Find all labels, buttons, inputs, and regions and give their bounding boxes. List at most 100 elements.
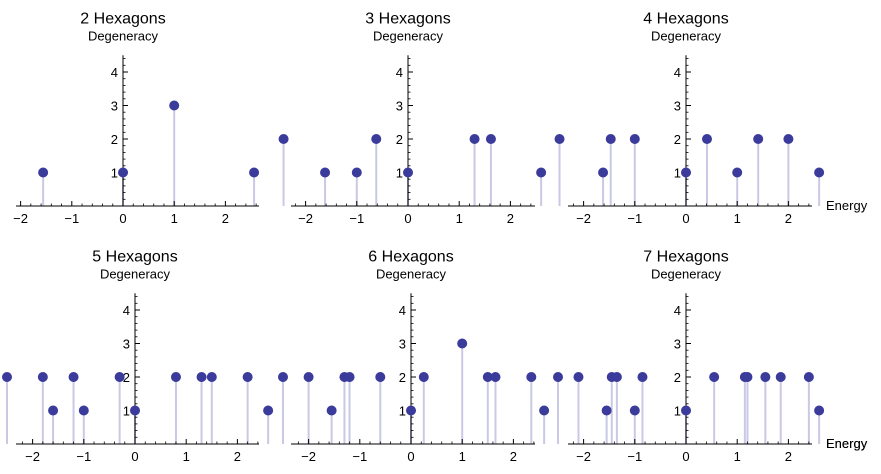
data-point bbox=[403, 167, 413, 178]
x-axis-label: Energy bbox=[826, 436, 868, 451]
x-tick-label: 2 bbox=[234, 449, 241, 464]
data-point bbox=[629, 134, 640, 144]
y-tick-label: 4 bbox=[123, 303, 130, 318]
x-tick-label: −2 bbox=[576, 211, 591, 226]
data-point bbox=[206, 372, 217, 382]
x-tick-label: −2 bbox=[13, 211, 28, 226]
data-point bbox=[320, 167, 331, 178]
x-tick-label: 1 bbox=[734, 211, 741, 226]
x-tick-label: 1 bbox=[456, 211, 463, 226]
data-point bbox=[760, 372, 771, 382]
x-tick-label: 1 bbox=[183, 449, 190, 464]
x-tick-label: −1 bbox=[627, 449, 642, 464]
data-point bbox=[303, 372, 314, 382]
y-tick-label: 3 bbox=[123, 337, 130, 352]
y-tick-label: 1 bbox=[674, 404, 681, 419]
data-point bbox=[2, 372, 12, 382]
y-tick-label: 3 bbox=[674, 337, 681, 352]
data-point bbox=[742, 372, 753, 382]
x-tick-label: 0 bbox=[407, 449, 414, 464]
chart-title: 7 Hexagons bbox=[643, 248, 728, 265]
x-axis-label: Energy bbox=[826, 436, 868, 451]
y-tick-label: 1 bbox=[111, 166, 118, 181]
data-point bbox=[539, 405, 550, 416]
x-tick-label: 2 bbox=[785, 449, 792, 464]
y-tick-label: 4 bbox=[396, 65, 403, 80]
data-point bbox=[68, 372, 79, 382]
data-point bbox=[326, 405, 337, 416]
data-point bbox=[38, 167, 49, 178]
y-tick-label: 3 bbox=[399, 337, 406, 352]
chart-title: 6 Hexagons bbox=[368, 248, 453, 265]
x-tick-label: 2 bbox=[222, 211, 229, 226]
data-point bbox=[573, 372, 584, 382]
data-point bbox=[249, 167, 260, 178]
data-point bbox=[598, 167, 609, 178]
y-axis-label: Degeneracy bbox=[376, 266, 447, 281]
y-tick-label: 4 bbox=[674, 303, 681, 318]
data-point bbox=[553, 372, 563, 382]
data-point bbox=[775, 372, 786, 382]
x-tick-label: −1 bbox=[349, 211, 364, 226]
x-tick-label: 0 bbox=[131, 449, 138, 464]
x-tick-label: 1 bbox=[459, 449, 466, 464]
data-point bbox=[37, 372, 48, 382]
y-tick-label: 1 bbox=[674, 166, 681, 181]
data-point bbox=[278, 134, 289, 144]
chart-title: 4 Hexagons bbox=[643, 10, 728, 27]
y-axis-label: Degeneracy bbox=[373, 28, 444, 43]
x-tick-label: −2 bbox=[576, 449, 591, 464]
data-point bbox=[629, 405, 640, 416]
data-point bbox=[536, 167, 547, 178]
data-point bbox=[601, 405, 612, 416]
x-tick-label: 1 bbox=[734, 449, 741, 464]
x-tick-label: 0 bbox=[404, 211, 411, 226]
chart-title: 3 Hexagons bbox=[365, 10, 450, 27]
data-point bbox=[814, 405, 825, 416]
x-tick-label: −2 bbox=[25, 449, 40, 464]
y-axis-label: Degeneracy bbox=[88, 28, 159, 43]
data-point bbox=[605, 134, 616, 144]
data-point bbox=[78, 405, 89, 416]
data-point bbox=[351, 167, 362, 178]
y-axis-label: Degeneracy bbox=[651, 28, 722, 43]
data-point bbox=[732, 167, 743, 178]
x-tick-label: 1 bbox=[171, 211, 178, 226]
x-tick-label: 0 bbox=[682, 449, 689, 464]
y-tick-label: 4 bbox=[674, 65, 681, 80]
data-point bbox=[814, 167, 825, 178]
x-tick-label: 2 bbox=[507, 211, 514, 226]
y-tick-label: 2 bbox=[674, 132, 681, 147]
data-point bbox=[485, 134, 496, 144]
data-point bbox=[554, 134, 565, 144]
data-point bbox=[114, 372, 125, 382]
data-point bbox=[611, 372, 622, 382]
chart-title: 2 Hexagons bbox=[80, 10, 165, 27]
x-tick-label: −2 bbox=[301, 449, 316, 464]
x-tick-label: 0 bbox=[682, 211, 689, 226]
data-point bbox=[242, 372, 253, 382]
x-tick-label: 2 bbox=[510, 449, 517, 464]
x-tick-label: −1 bbox=[76, 449, 91, 464]
y-tick-label: 3 bbox=[111, 99, 118, 114]
data-point bbox=[375, 372, 386, 382]
data-point bbox=[406, 405, 416, 416]
data-point bbox=[637, 372, 648, 382]
data-point bbox=[48, 405, 59, 416]
data-point bbox=[344, 372, 355, 382]
y-tick-label: 4 bbox=[399, 303, 406, 318]
data-point bbox=[418, 372, 429, 382]
y-tick-label: 2 bbox=[399, 370, 406, 385]
x-tick-label: −1 bbox=[352, 449, 367, 464]
data-point bbox=[469, 134, 480, 144]
data-point bbox=[118, 167, 128, 178]
y-tick-label: 3 bbox=[674, 99, 681, 114]
y-tick-label: 1 bbox=[399, 404, 406, 419]
data-point bbox=[278, 372, 288, 382]
